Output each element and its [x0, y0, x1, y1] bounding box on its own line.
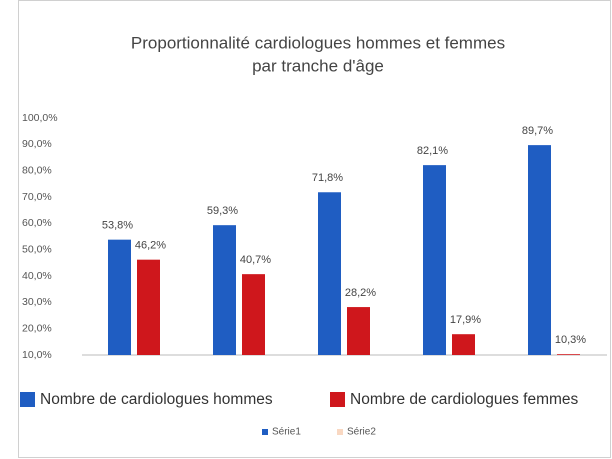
y-tick-label: 10,0% — [22, 349, 52, 361]
bar — [423, 165, 446, 355]
chart-title: par tranche d'âge — [252, 56, 384, 75]
value-label: 89,7% — [522, 125, 553, 137]
legend-label: Série1 — [272, 427, 301, 438]
bar — [137, 259, 160, 355]
value-label: 59,3% — [207, 205, 238, 217]
y-tick-label: 20,0% — [22, 322, 52, 334]
legend-swatch — [337, 429, 343, 435]
y-tick-label: 30,0% — [22, 296, 52, 308]
bar — [318, 192, 341, 355]
y-tick-label: 40,0% — [22, 270, 52, 282]
bar — [213, 225, 236, 355]
bar — [452, 334, 475, 355]
bar — [347, 307, 370, 355]
value-label: 46,2% — [135, 240, 166, 252]
value-label: 40,7% — [240, 254, 271, 266]
bar — [242, 274, 265, 355]
legend-label: Nombre de cardiologues hommes — [40, 391, 273, 408]
chart-border — [18, 0, 611, 458]
legend-swatch — [262, 429, 268, 435]
y-tick-label: 70,0% — [22, 191, 52, 203]
y-tick-label: 50,0% — [22, 243, 52, 255]
value-label: 71,8% — [312, 172, 343, 184]
legend-swatch — [20, 392, 35, 407]
legend-label: Nombre de cardiologues femmes — [350, 391, 579, 408]
value-label: 17,9% — [450, 314, 481, 326]
value-label: 10,3% — [555, 334, 586, 346]
y-tick-label: 60,0% — [22, 217, 52, 229]
value-label: 53,8% — [102, 220, 133, 232]
bar — [528, 145, 551, 355]
legend-label: Série2 — [347, 427, 376, 438]
bar — [557, 354, 580, 355]
value-label: 28,2% — [345, 287, 376, 299]
bar — [108, 239, 131, 355]
y-tick-label: 90,0% — [22, 138, 52, 150]
y-tick-label: 80,0% — [22, 164, 52, 176]
y-tick-label: 100,0% — [22, 112, 58, 124]
value-label: 82,1% — [417, 145, 448, 157]
legend-swatch — [330, 392, 345, 407]
chart-title: Proportionnalité cardiologues hommes et … — [131, 33, 505, 52]
